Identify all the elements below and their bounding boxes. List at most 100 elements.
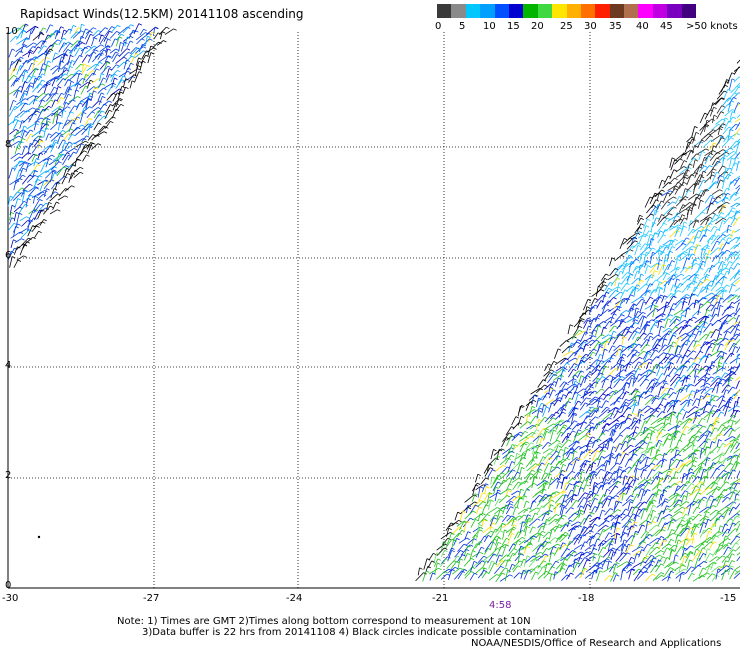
wind-barb [45, 127, 49, 130]
wind-barb [134, 46, 144, 54]
wind-barb [723, 216, 731, 225]
wind-barb [74, 128, 84, 136]
wind-barb [530, 473, 534, 476]
wind-barb [688, 406, 696, 413]
wind-barb [590, 422, 595, 425]
wind-barb [559, 505, 563, 516]
wind-barb [50, 92, 56, 100]
wind-barb [597, 324, 601, 327]
legend-label: 15 [507, 21, 520, 32]
wind-barb [69, 25, 74, 34]
wind-barb [621, 262, 632, 270]
wind-barb [649, 479, 653, 482]
wind-barb [643, 332, 651, 341]
wind-barb [550, 504, 554, 507]
wind-barb [652, 493, 656, 496]
legend-swatch [624, 4, 639, 18]
wind-barb [452, 527, 460, 534]
wind-barb [574, 391, 579, 394]
wind-barb [602, 515, 610, 525]
wind-barb [40, 105, 45, 108]
wind-barb [615, 271, 621, 281]
wind-barb [632, 265, 637, 273]
wind-barb [673, 332, 677, 335]
wind-barb [556, 406, 562, 414]
wind-barb [685, 141, 689, 153]
wind-barb [79, 72, 83, 76]
wind-barb [644, 230, 650, 238]
wind-barb [709, 361, 713, 372]
wind-barb [710, 495, 714, 498]
wind-barb [622, 353, 627, 356]
wind-barb [699, 467, 703, 471]
wind-barb [617, 411, 621, 414]
wind-barb [641, 253, 645, 256]
wind-barb [14, 238, 22, 243]
wind-barb [566, 340, 570, 343]
wind-barb [45, 166, 55, 174]
wind-barb [568, 427, 572, 430]
wind-barb [734, 287, 740, 292]
wind-barb [603, 443, 608, 446]
wind-barb [679, 433, 683, 441]
wind-barb [549, 429, 554, 442]
wind-barb [686, 151, 692, 160]
wind-barb [480, 477, 487, 485]
wind-barb [47, 118, 51, 121]
wind-barb [571, 342, 575, 345]
wind-barb [564, 476, 569, 479]
wind-barb [507, 457, 511, 461]
map-title: Rapidsact Winds(12.5KM) 20141108 ascendi… [20, 7, 304, 21]
wind-barb [712, 212, 716, 215]
wind-barb [613, 291, 621, 299]
wind-barb [663, 352, 667, 355]
wind-barb [680, 273, 685, 277]
wind-barb [699, 275, 706, 282]
wind-barb [512, 495, 520, 502]
wind-barb [658, 494, 662, 504]
wind-barb [592, 423, 598, 431]
wind-barb [33, 138, 40, 148]
wind-barb [704, 155, 709, 165]
wind-barb [623, 336, 627, 339]
wind-barb [68, 122, 73, 132]
wind-barb [629, 476, 634, 479]
wind-barb [13, 239, 17, 242]
wind-barb [668, 392, 674, 399]
wind-barb [20, 81, 26, 93]
wind-barb [654, 378, 658, 381]
wind-barb [679, 196, 686, 202]
wind-barb [656, 395, 660, 398]
wind-barb [664, 229, 669, 232]
wind-barb [692, 302, 697, 305]
wind-barb [734, 489, 738, 492]
wind-barb [621, 272, 628, 279]
wind-barb [587, 432, 591, 435]
wind-barb [95, 49, 99, 52]
wind-barb [705, 331, 711, 341]
wind-barb [73, 89, 77, 100]
wind-barb [643, 350, 647, 354]
wind-barb [9, 212, 12, 221]
wind-barb [592, 351, 596, 355]
wind-barb [648, 428, 653, 432]
wind-barb [659, 259, 663, 262]
wind-barb [578, 472, 582, 475]
wind-barb [664, 295, 668, 298]
wind-barb [26, 95, 34, 100]
wind-barb [584, 384, 591, 390]
wind-barb [679, 217, 685, 225]
wind-barb [715, 328, 720, 332]
wind-barb [668, 514, 673, 517]
wind-barb [594, 482, 598, 485]
wind-barb [566, 478, 573, 484]
wind-barb [738, 161, 740, 163]
wind-barb [693, 299, 697, 309]
wind-barb [680, 490, 686, 498]
wind-barb [604, 348, 608, 351]
wind-barb [722, 322, 726, 325]
wind-barb [693, 203, 697, 206]
wind-barb [710, 423, 714, 427]
wind-barb [727, 384, 731, 387]
wind-barb [688, 209, 692, 212]
